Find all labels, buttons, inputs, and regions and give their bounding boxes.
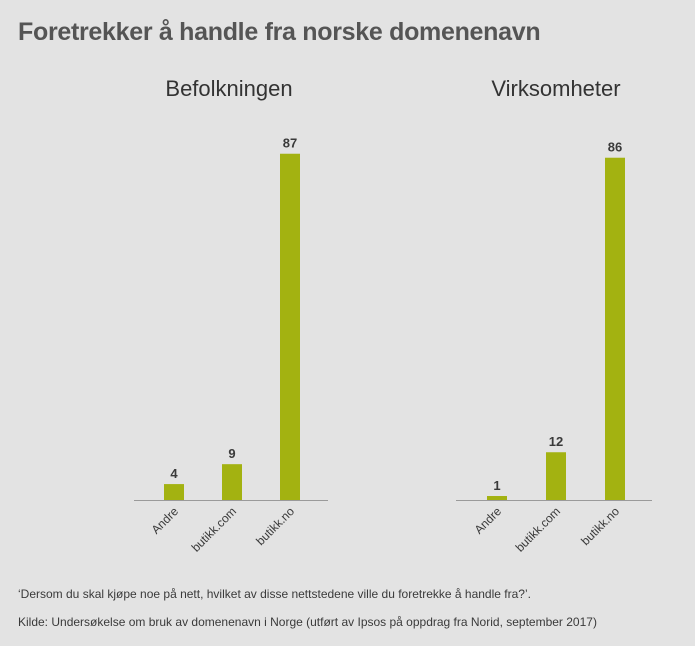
bar-charts: Befolkningen 4 Andre 9 butikk.com 87 butikk.no… xyxy=(0,0,695,580)
data-label: 9 xyxy=(228,446,235,461)
category-label: butikk.com xyxy=(189,504,239,554)
data-label: 87 xyxy=(283,136,297,151)
survey-question: ‘Dersom du skal kjøpe noe på nett, hvilk… xyxy=(18,587,531,601)
bar-andre xyxy=(487,496,507,500)
bar-butikk-no xyxy=(280,154,300,500)
panel-title: Virksomheter xyxy=(491,76,620,101)
data-label: 4 xyxy=(170,466,178,481)
bar-butikk-com xyxy=(222,464,242,500)
panel-virksomheter: Virksomheter 1 Andre 12 butikk.com 86 butikk.n… xyxy=(456,76,652,555)
data-label: 1 xyxy=(493,478,500,493)
category-label: Andre xyxy=(472,504,505,537)
bar-andre xyxy=(164,484,184,500)
data-label: 12 xyxy=(549,434,563,449)
source-note: Kilde: Undersøkelse om bruk av domenenav… xyxy=(18,615,597,629)
bar-butikk-no xyxy=(605,158,625,500)
category-label: butikk.no xyxy=(253,504,297,548)
category-label: butikk.com xyxy=(513,504,563,554)
panel-title: Befolkningen xyxy=(165,76,292,101)
bar-butikk-com xyxy=(546,452,566,500)
category-label: butikk.no xyxy=(578,504,622,548)
data-label: 86 xyxy=(608,140,622,155)
category-label: Andre xyxy=(149,504,182,537)
panel-befolkningen: Befolkningen 4 Andre 9 butikk.com 87 butikk.no xyxy=(134,76,328,555)
